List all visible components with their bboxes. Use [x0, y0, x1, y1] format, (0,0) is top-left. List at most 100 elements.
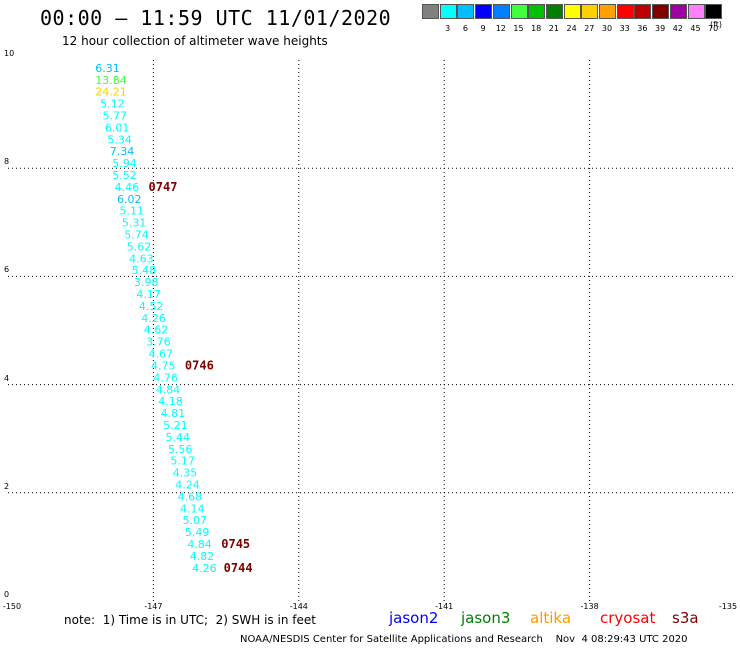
time-label: 0745 — [221, 537, 250, 551]
wave-height-label: 7.34 — [110, 145, 135, 158]
y-tick-label: 0 — [4, 590, 10, 599]
wave-height-label: 5.07 — [182, 514, 207, 527]
wave-height-label: 4.52 — [139, 300, 164, 313]
wave-height-label: 4.18 — [158, 395, 183, 408]
chart-subtitle: 12 hour collection of altimeter wave hei… — [62, 34, 328, 48]
legend-swatch-label: 24 — [566, 24, 577, 33]
footer-credit: NOAA/NESDIS Center for Satellite Applica… — [240, 634, 688, 645]
wave-height-label: 5.31 — [122, 217, 147, 230]
wave-height-label: 4.17 — [136, 288, 161, 301]
legend-swatch — [457, 4, 475, 19]
legend-swatch-label: 3 — [445, 24, 451, 33]
wave-height-label: 5.44 — [166, 431, 191, 444]
legend-swatch — [705, 4, 723, 19]
chart-title: 00:00 – 11:59 UTC 11/01/2020 — [40, 6, 392, 30]
wave-height-label: 5.77 — [103, 110, 128, 123]
legend-swatch-label: 33 — [619, 24, 630, 33]
legend-swatch-label: 15 — [513, 24, 524, 33]
wave-height-label: 5.52 — [112, 169, 137, 182]
legend-swatch-label: 36 — [637, 24, 648, 33]
wave-height-label: 4.81 — [161, 407, 186, 420]
wave-height-label: 24.21 — [95, 86, 127, 99]
legend-swatch — [528, 4, 546, 19]
wave-height-label: 4.67 — [149, 348, 174, 361]
y-tick-label: 6 — [4, 265, 10, 275]
x-tick-label: -135 — [718, 602, 738, 611]
legend-swatch — [475, 4, 493, 19]
wave-height-label: 5.34 — [107, 133, 131, 146]
satellite-label-s3a: s3a — [672, 609, 699, 627]
y-tick-label: 2 — [4, 481, 10, 491]
satellite-label-altika: altika — [530, 609, 572, 627]
legend-swatch — [687, 4, 705, 19]
wave-height-label: 6.01 — [105, 121, 130, 134]
legend-swatch — [652, 4, 670, 19]
wave-height-label: 5.62 — [127, 240, 152, 253]
satellite-label-cryosat: cryosat — [600, 609, 656, 627]
wave-height-label: 4.84 — [187, 538, 212, 551]
wave-height-label: 5.94 — [112, 157, 137, 170]
wave-height-label: 4.63 — [129, 252, 154, 265]
wave-height-label: 5.56 — [168, 443, 193, 456]
wave-height-label: 4.68 — [178, 490, 203, 503]
wave-height-label: 5.21 — [163, 419, 188, 432]
time-label: 0744 — [224, 561, 253, 575]
legend-swatch — [581, 4, 599, 19]
legend-swatch — [439, 4, 457, 19]
wave-height-label: 4.82 — [190, 550, 215, 563]
legend-swatch-label: 30 — [601, 24, 613, 33]
wave-height-label: 4.14 — [180, 502, 205, 515]
legend-swatch-label: 45 — [690, 24, 701, 33]
legend-swatch — [669, 4, 687, 19]
x-tick-label: -150 — [2, 602, 22, 611]
y-tick-label: 10 — [4, 49, 15, 58]
wave-height-label: 4.75 — [151, 359, 176, 372]
y-tick-label: 4 — [4, 373, 10, 383]
wave-height-label: 5.12 — [100, 98, 125, 111]
legend-swatch-label: 9 — [480, 24, 486, 33]
wave-height-label: 4.24 — [175, 478, 200, 491]
wave-height-label: 5.74 — [124, 229, 149, 242]
wave-height-label: 13.84 — [95, 74, 127, 87]
legend-swatch-label: 42 — [672, 24, 683, 33]
wave-height-label: 4.76 — [153, 371, 178, 384]
legend-swatch — [492, 4, 510, 19]
wave-height-label: 5.11 — [119, 205, 143, 218]
wave-height-label: 6.02 — [117, 193, 142, 206]
legend-swatch-label: 18 — [531, 24, 542, 33]
wave-height-label: 3.76 — [146, 336, 171, 349]
time-label: 0747 — [149, 180, 178, 194]
wave-height-label: 5.49 — [185, 526, 210, 539]
wave-height-label: 5.48 — [132, 264, 157, 277]
time-label: 0746 — [185, 358, 214, 372]
legend-swatch-label: 12 — [495, 24, 506, 33]
wave-height-label: 4.26 — [141, 312, 166, 325]
legend-swatch-label: 70 — [708, 24, 719, 33]
wave-height-label: 4.46 — [115, 181, 140, 194]
legend-swatch — [616, 4, 634, 19]
x-tick-label: -144 — [289, 602, 308, 611]
legend-swatch — [510, 4, 528, 19]
wave-height-label: 4.84 — [156, 383, 181, 396]
y-tick-label: 8 — [4, 157, 10, 167]
legend-swatch-label: 27 — [584, 24, 595, 33]
wave-height-label: 5.17 — [170, 455, 195, 468]
satellite-label-jason3: jason3 — [461, 609, 511, 627]
satellite-label-jason2: jason2 — [389, 609, 439, 627]
wave-height-label: 4.62 — [144, 324, 169, 337]
legend-unit: (ft) — [710, 20, 723, 29]
x-tick-label: -138 — [580, 602, 599, 611]
legend-swatch-label: 6 — [462, 24, 468, 33]
legend-swatch-label: 21 — [548, 24, 559, 33]
legend-swatch — [422, 4, 439, 19]
wave-height-label: 6.31 — [95, 62, 120, 75]
legend-swatch — [563, 4, 581, 19]
legend-swatch — [545, 4, 563, 19]
wave-height-label: 4.35 — [173, 467, 198, 480]
footer-note: note: 1) Time is in UTC; 2) SWH is in fe… — [64, 613, 316, 627]
legend-swatch — [634, 4, 652, 19]
x-tick-label: -141 — [435, 602, 454, 611]
legend-swatch — [599, 4, 616, 19]
x-tick-label: -147 — [144, 602, 163, 611]
